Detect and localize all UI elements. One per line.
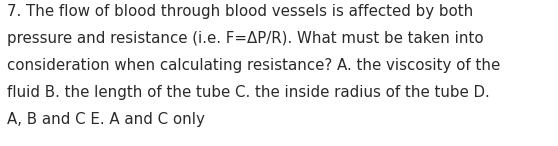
Text: pressure and resistance (i.e. F=ΔP/R). What must be taken into: pressure and resistance (i.e. F=ΔP/R). W… [7, 31, 483, 46]
Text: fluid B. the length of the tube C. the inside radius of the tube D.: fluid B. the length of the tube C. the i… [7, 85, 489, 100]
Text: consideration when calculating resistance? A. the viscosity of the: consideration when calculating resistanc… [7, 58, 500, 73]
Text: 7. The flow of blood through blood vessels is affected by both: 7. The flow of blood through blood vesse… [7, 4, 473, 19]
Text: A, B and C E. A and C only: A, B and C E. A and C only [7, 112, 205, 127]
